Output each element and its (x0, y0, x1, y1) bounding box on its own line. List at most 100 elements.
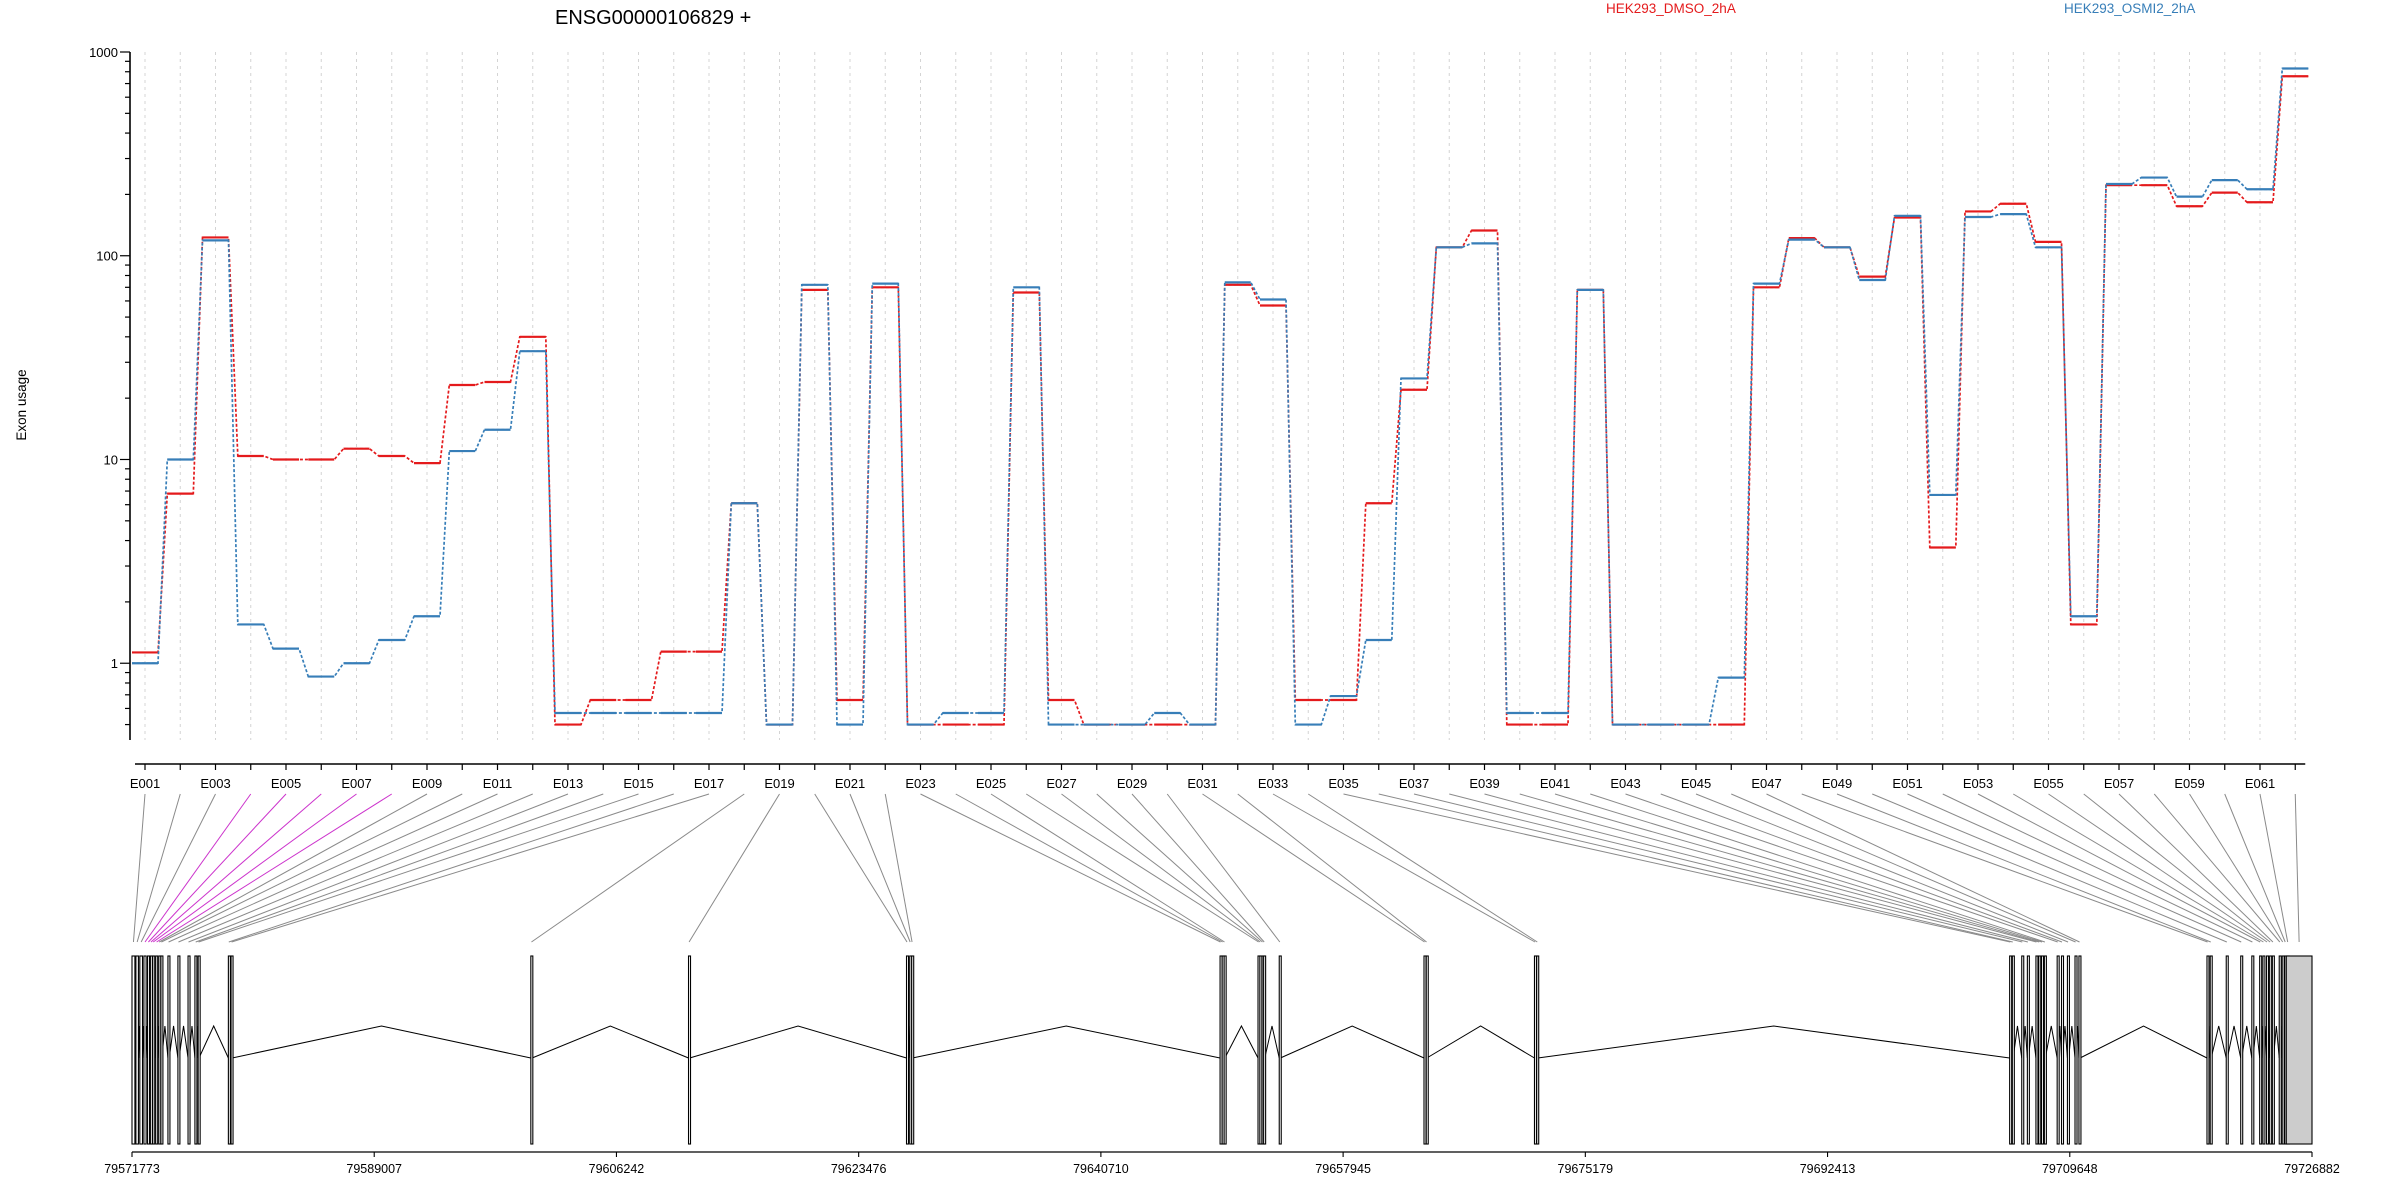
intron-line (2226, 1025, 2242, 1059)
exon-box (149, 955, 153, 1145)
genomic-tick-label: 79657945 (1315, 1162, 1371, 1176)
genomic-tick-label: 79726882 (2284, 1162, 2340, 1176)
exon-box (230, 955, 234, 1145)
exon-box (2056, 955, 2060, 1145)
x-tick-label: E041 (1540, 776, 1570, 791)
x-tick-label: E035 (1328, 776, 1358, 791)
exon-connector (1061, 793, 1261, 943)
x-tick-label: E019 (764, 776, 794, 791)
exon-box (152, 955, 156, 1145)
intron-line (2044, 1025, 2058, 1059)
exon-connector (2118, 793, 2274, 943)
intron-line (2210, 1025, 2227, 1059)
intron-line (1426, 1025, 1535, 1059)
exon-box (2209, 955, 2213, 1145)
exon-connector (1096, 793, 1263, 943)
x-tick-label: E051 (1892, 776, 1922, 791)
x-tick-label: E059 (2174, 776, 2204, 791)
intron-line (178, 1025, 189, 1059)
x-tick-label: E009 (412, 776, 442, 791)
x-tick-label: E023 (905, 776, 935, 791)
exon-box (194, 955, 198, 1145)
exon-connector (1590, 793, 2046, 943)
exon-connector (152, 793, 357, 943)
exon-connector (1977, 793, 2261, 943)
exon-box (2026, 955, 2030, 1145)
x-tick-label: E029 (1117, 776, 1147, 791)
exon-box (1223, 955, 1227, 1145)
exon-connector (1625, 793, 2058, 943)
x-tick-label: E007 (341, 776, 371, 791)
exon-connector (1272, 793, 1536, 943)
exon-box (2240, 955, 2244, 1145)
y-axis: 1 10 100 1000 (89, 45, 131, 740)
exon-connector (161, 793, 463, 943)
x-tick-label: E021 (835, 776, 865, 791)
x-axis: E001 E003 E005 E007 E009 E011 E013 E015 E017 E019… (130, 763, 2306, 791)
exon-box (160, 955, 164, 1145)
series-line (132, 67, 2309, 726)
exon-connector (198, 793, 639, 943)
exon-box (2206, 955, 2210, 1145)
exon-connector (150, 793, 322, 943)
y-axis-label: Exon usage (14, 369, 29, 440)
exon-box (167, 955, 171, 1145)
intron-line (1264, 1025, 1280, 1059)
x-tick-label: E013 (553, 776, 583, 791)
exon-connector (1942, 793, 2253, 943)
exon-box (1425, 955, 1429, 1145)
exon-box (687, 955, 692, 1145)
intron-line (198, 1024, 229, 1059)
exon-connector (178, 793, 533, 943)
exon-box (530, 955, 534, 1145)
exon-connector (920, 793, 1221, 943)
exon-usage-lines (132, 67, 2309, 726)
x-tick-label: E027 (1046, 776, 1076, 791)
exon-connector (188, 793, 569, 943)
intron-line (1537, 1025, 2010, 1059)
x-tick-label: E015 (623, 776, 653, 791)
x-tick-label: E031 (1187, 776, 1217, 791)
genomic-tick-label: 79675179 (1558, 1162, 1614, 1176)
exon-connector (2012, 793, 2264, 943)
x-tick-label: E047 (1751, 776, 1781, 791)
chart-title: ENSG00000106829 + (555, 7, 751, 29)
x-tick-label: E061 (2245, 776, 2275, 791)
exon-connector (1343, 793, 2011, 943)
x-tick-label: E049 (1822, 776, 1852, 791)
exon-connector (1307, 793, 1538, 943)
exon-box (227, 955, 231, 1145)
intron-line (1224, 1024, 1259, 1059)
x-tick-label: E005 (271, 776, 301, 791)
exon-connector (140, 793, 216, 943)
exon-connector (531, 793, 745, 943)
exon-connector (1660, 793, 2063, 943)
legend-entry-dmso: HEK293_DMSO_2hA (1606, 1, 1736, 16)
genomic-tick-label: 79692413 (1800, 1162, 1856, 1176)
x-tick-label: E039 (1469, 776, 1499, 791)
exon-box (2060, 955, 2065, 1145)
exon-box (2041, 955, 2045, 1145)
exon-box (197, 955, 201, 1145)
exon-connector (1519, 793, 2040, 943)
exon-connector (1413, 793, 2023, 943)
exon-connector (1872, 793, 2227, 943)
genomic-tick-label: 79623476 (831, 1162, 887, 1176)
exon-connector (2224, 793, 2286, 943)
exon-box (2266, 955, 2270, 1145)
intron-line (232, 1025, 531, 1059)
genomic-tick-label: 79589007 (346, 1162, 402, 1176)
exon-connector (990, 793, 1225, 943)
exon-connector (1237, 793, 1427, 943)
y-tick-label: 1000 (89, 45, 118, 60)
exon-box (1536, 955, 1540, 1145)
exon-box (1263, 955, 1267, 1145)
exon-box (2251, 955, 2255, 1145)
exon-connector (136, 793, 181, 943)
exon-box (2285, 955, 2313, 1145)
exon-connector (195, 793, 604, 943)
exon-box (2278, 955, 2282, 1145)
exon-connector (156, 793, 393, 943)
exon-connector (1836, 793, 2211, 943)
exon-connector (1907, 793, 2242, 943)
